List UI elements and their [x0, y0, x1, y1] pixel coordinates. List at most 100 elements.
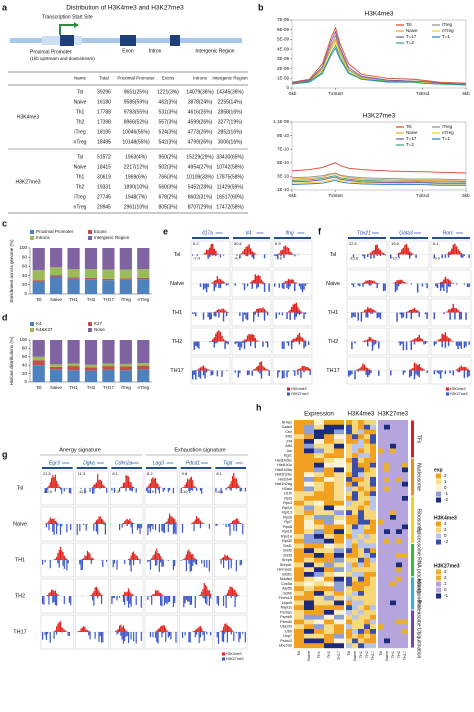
k4-signal	[413, 307, 416, 313]
heatmap-cell	[334, 505, 344, 511]
k27-signal	[225, 283, 228, 286]
table-cell: 18415	[97, 164, 111, 170]
gene-label: Rps14	[281, 534, 292, 538]
heatmap-cell	[346, 538, 352, 544]
heatmap-cell	[304, 543, 314, 549]
heatmap-cell	[396, 605, 402, 611]
k27-signal	[199, 632, 202, 638]
table-cell: 531(3%)	[159, 109, 178, 115]
k4-signal	[203, 631, 205, 632]
k4-signal	[216, 309, 219, 313]
heatmap-cell	[396, 638, 402, 644]
heatmap-cell	[402, 643, 408, 649]
k4-signal	[292, 304, 294, 313]
k27-signal	[444, 254, 447, 258]
k4-signal	[278, 253, 281, 255]
heatmap-cell	[346, 624, 352, 630]
series-line	[291, 178, 466, 185]
k4-signal	[449, 280, 451, 284]
heatmap-cell	[384, 496, 390, 501]
table-cell: 8707(29%)	[188, 204, 213, 210]
k27-signal	[193, 370, 195, 375]
heatmap-cell	[396, 429, 402, 435]
column-label: Naive	[385, 651, 389, 661]
heatmap-cell	[294, 477, 304, 482]
k4-signal	[165, 522, 167, 524]
heatmap-cell	[390, 633, 396, 639]
heatmap-cell	[352, 629, 358, 634]
heatmap-cell	[358, 576, 364, 582]
k27-signal	[352, 254, 355, 257]
heatmap-cell	[378, 481, 384, 487]
heatmap-cell	[384, 448, 390, 454]
k4-signal	[223, 557, 225, 560]
heatmap-cell	[384, 624, 390, 630]
heatmap-cell	[358, 567, 364, 573]
heatmap-cell	[304, 420, 314, 425]
heatmap-cell	[390, 614, 396, 620]
heatmap-cell	[402, 472, 408, 478]
k4-signal	[359, 368, 361, 371]
gene-label: Rps6	[283, 515, 292, 519]
bar-segment	[119, 370, 132, 382]
heatmap-cell	[304, 553, 314, 558]
heatmap-cell	[378, 538, 384, 544]
k4-signal	[157, 628, 159, 632]
heatmap-cell	[364, 462, 370, 468]
k27-signal	[304, 341, 307, 347]
heatmap-cell	[346, 562, 352, 568]
k27-signal	[351, 370, 353, 375]
k27-signal	[48, 524, 50, 531]
k4-signal	[298, 368, 301, 371]
heatmap-cell	[390, 538, 396, 544]
k4-signal	[83, 558, 85, 560]
k4-signal	[198, 595, 200, 596]
heatmap-cell	[396, 581, 402, 587]
legend-label: Naive	[406, 28, 418, 33]
bar-segment	[102, 269, 115, 279]
heatmap-cell	[378, 505, 384, 511]
k27-signal	[167, 560, 169, 561]
legend-swatch	[436, 533, 441, 539]
heatmap-cell	[314, 600, 324, 606]
heatmap-cell	[364, 486, 370, 492]
heatmap-cell	[334, 420, 344, 425]
heatmap-cell	[390, 581, 396, 587]
heatmap-cell	[370, 605, 376, 611]
k4-signal	[199, 520, 202, 524]
k4-signal	[300, 336, 302, 342]
k4-signal	[444, 276, 447, 284]
k27-signal	[219, 254, 222, 258]
heatmap-cell	[396, 453, 402, 459]
series-line	[291, 175, 466, 183]
legend-swatch	[436, 491, 441, 497]
k4-signal	[158, 486, 160, 488]
table-group: H3K27me3	[15, 179, 40, 185]
bar-segment	[102, 366, 115, 370]
k4-signal	[90, 557, 92, 560]
k4-signal	[254, 311, 257, 313]
heatmap-cell	[364, 500, 370, 506]
bar-segment	[67, 366, 80, 371]
k4-signal	[77, 631, 80, 632]
heatmap-cell	[334, 486, 344, 492]
k4-signal	[449, 309, 451, 313]
k4-signal	[423, 369, 425, 371]
k27-signal	[443, 283, 445, 292]
heatmap-cell	[334, 481, 344, 487]
k4-signal	[202, 253, 205, 255]
heatmap-cell	[370, 420, 376, 425]
k27-signal	[376, 283, 378, 288]
k27-signal	[234, 341, 236, 345]
k4-signal	[56, 626, 58, 632]
k27-signal	[405, 312, 408, 319]
heatmap-cell	[324, 581, 334, 587]
k27-signal	[122, 632, 125, 644]
k4-signal	[89, 553, 91, 560]
k27-signal	[463, 283, 466, 285]
legend-label: Intergenic Region	[94, 235, 130, 240]
k4-signal	[235, 478, 237, 488]
k4-signal	[183, 487, 185, 488]
heatmap-cell	[402, 543, 408, 549]
k4-signal	[157, 590, 159, 596]
